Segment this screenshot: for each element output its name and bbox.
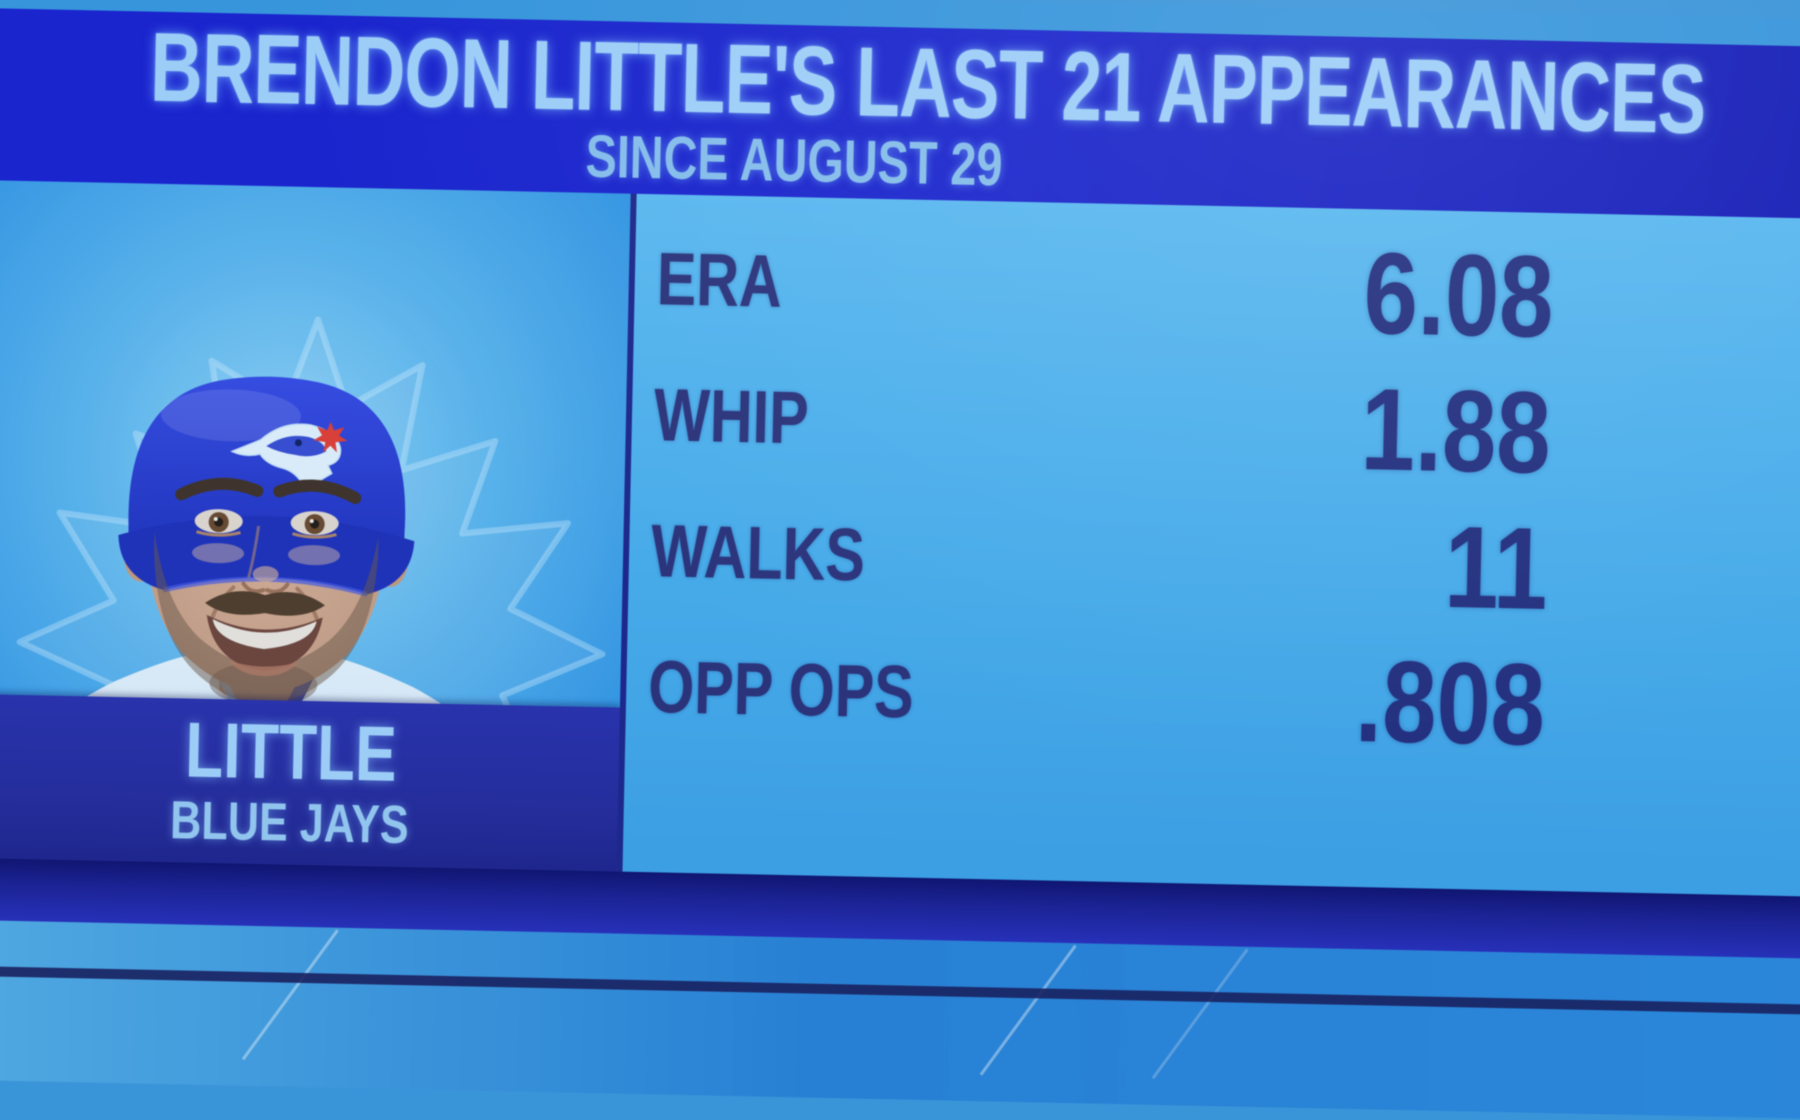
screen-bezel-line: [0, 965, 1800, 1016]
stat-value: 1.88: [1359, 364, 1553, 498]
graphic-subtitle: SINCE AUGUST 29: [584, 122, 1003, 199]
stats-panel: ERA 6.08 WHIP 1.88 WALKS 11 OPP OPS .808: [622, 193, 1800, 898]
stat-value: 11: [1443, 501, 1550, 634]
set-diagonal-line: [979, 944, 1077, 1076]
player-team-name: BLUE JAYS: [170, 790, 410, 856]
set-diagonal-line: [241, 929, 339, 1061]
stat-value: .808: [1354, 635, 1547, 770]
stat-row-whip: WHIP 1.88: [631, 346, 1800, 508]
set-diagonal-line: [1151, 948, 1249, 1080]
player-last-name: LITTLE: [184, 705, 399, 799]
stat-label: ERA: [656, 236, 783, 323]
stat-row-era: ERA 6.08: [633, 210, 1800, 372]
stat-row-walks: WALKS 11: [628, 482, 1800, 644]
stat-label: WHIP: [653, 372, 810, 459]
stat-value: 6.08: [1362, 228, 1556, 363]
stat-label: WALKS: [650, 508, 866, 597]
stat-label: OPP OPS: [647, 644, 915, 734]
stat-row-opp-ops: OPP OPS .808: [625, 618, 1800, 780]
player-name-plate: LITTLE BLUE JAYS: [0, 693, 620, 872]
player-photo-panel: LITTLE BLUE JAYS: [0, 179, 631, 872]
graphic-body: LITTLE BLUE JAYS ERA 6.08 WHIP 1.88 WALK…: [0, 179, 1800, 898]
